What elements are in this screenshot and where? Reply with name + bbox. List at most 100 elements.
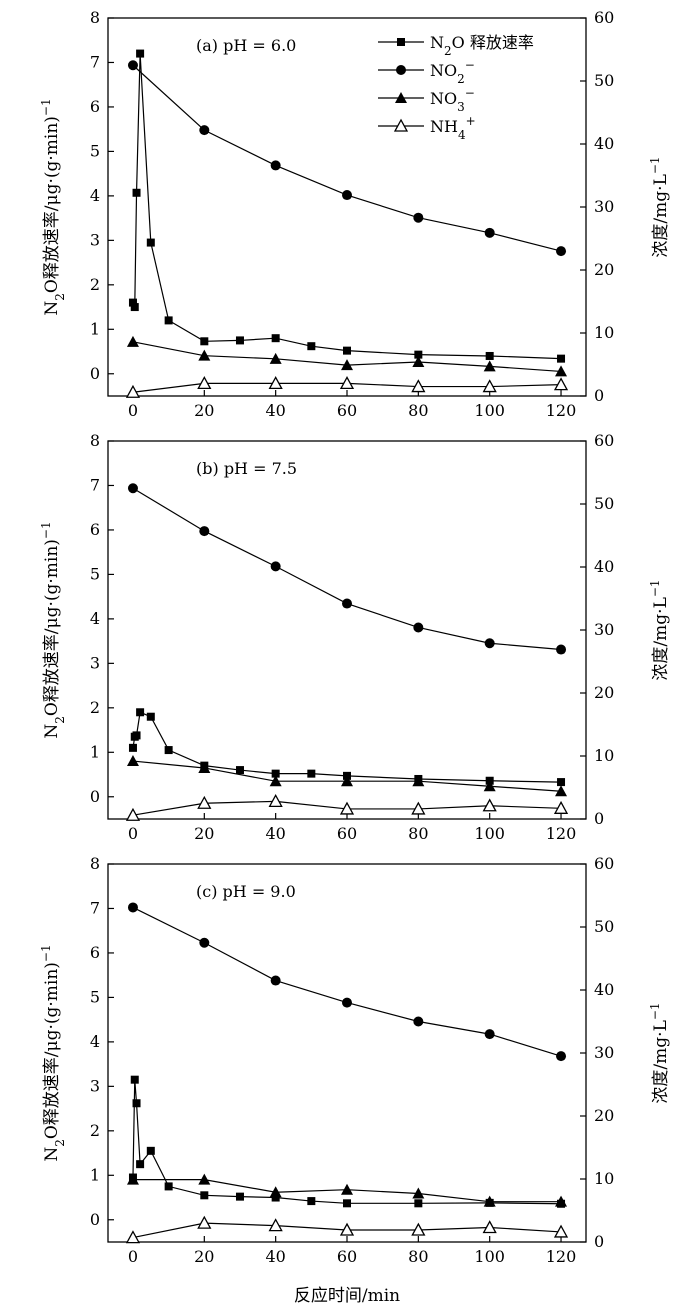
data-point-square: [164, 1182, 173, 1191]
data-point-triangle-open: [197, 376, 212, 390]
x-tick-label: 120: [546, 401, 577, 420]
data-point-square: [128, 743, 137, 752]
y-axis-left-title-part: 2: [53, 1139, 67, 1147]
x-tick-label: 100: [474, 824, 505, 843]
y-axis-left-title: N2O释放速率/μg·(g·min)−1: [39, 521, 67, 738]
y-right-tick-label: 50: [594, 494, 614, 513]
x-tick-label: 20: [194, 824, 214, 843]
data-point-triangle: [198, 349, 211, 361]
panel-title: (c) pH = 9.0: [196, 882, 296, 901]
panel-title: (a) pH = 6.0: [196, 36, 296, 55]
y-right-tick-label: 40: [594, 557, 614, 576]
data-point-triangle-open: [411, 801, 426, 815]
data-point-triangle-open: [482, 1220, 497, 1234]
x-tick-label: 0: [128, 401, 138, 420]
data-point-triangle: [412, 1187, 425, 1199]
data-point-triangle: [483, 780, 496, 792]
y-left-tick-label: 1: [90, 742, 100, 761]
y-axis-right-title-part: 浓度/mg·L: [651, 597, 671, 680]
series-line-0: [132, 711, 562, 783]
data-point-square: [164, 316, 173, 325]
legend-label-part: +: [466, 114, 476, 128]
y-left-tick-label: 7: [90, 475, 100, 494]
data-point-triangle-open: [339, 376, 355, 390]
legend-label-part: N: [430, 33, 444, 52]
y-left-tick-label: 3: [90, 1076, 100, 1095]
data-point-triangle-open: [197, 1215, 212, 1229]
data-point-triangle-open: [268, 794, 283, 808]
x-tick-label: 20: [194, 401, 214, 420]
data-point-square: [164, 746, 173, 755]
panel-title: (b) pH = 7.5: [196, 459, 297, 478]
y-left-tick-label: 3: [90, 653, 100, 672]
data-point-square: [271, 334, 280, 343]
y-axis-right-title-part: −1: [648, 1002, 662, 1020]
data-point-triangle-open: [125, 384, 141, 398]
y-axis-right-title-part: 浓度/mg·L: [651, 174, 671, 257]
y-right-tick-label: 40: [594, 980, 614, 999]
y-left-tick-label: 8: [90, 8, 100, 27]
y-right-tick-label: 60: [594, 8, 614, 27]
legend-label: N2O 释放速率: [430, 33, 534, 58]
legend-label: NO3−: [430, 86, 475, 114]
data-point-square: [271, 1193, 280, 1202]
data-point-triangle-open: [268, 1218, 283, 1232]
y-right-tick-label: 50: [594, 71, 614, 90]
data-point-triangle: [555, 1195, 568, 1207]
data-point-circle: [413, 1016, 424, 1027]
data-point-triangle: [341, 775, 353, 787]
y-left-tick-label: 6: [90, 520, 100, 539]
y-axis-left-title-part: 2: [53, 293, 67, 301]
x-tick-label: 120: [546, 1247, 577, 1266]
y-left-tick-label: 5: [90, 141, 100, 160]
x-tick-label: 80: [408, 1247, 428, 1266]
y-left-tick-label: 2: [90, 698, 100, 717]
y-axis-left-title-part: −1: [39, 521, 53, 539]
data-point-circle: [413, 212, 424, 223]
data-point-circle: [556, 1051, 567, 1062]
data-point-circle: [342, 190, 352, 201]
y-left-tick-label: 0: [90, 1210, 100, 1229]
legend-marker: [395, 92, 407, 103]
data-point-square: [235, 766, 244, 775]
data-point-circle: [484, 638, 495, 649]
data-point-square: [130, 1075, 139, 1084]
data-point-circle: [270, 561, 281, 572]
y-left-tick-label: 7: [90, 52, 100, 71]
y-left-tick-label: 0: [90, 787, 100, 806]
data-point-triangle: [269, 1186, 282, 1198]
x-tick-label: 0: [128, 1247, 138, 1266]
y-left-tick-label: 1: [90, 1165, 100, 1184]
data-point-square: [146, 238, 155, 247]
plot-frame: [107, 440, 587, 820]
x-tick-label: 20: [194, 1247, 214, 1266]
legend-label-part: 2: [444, 44, 452, 58]
legend-label-part: NO: [430, 89, 457, 108]
data-point-circle: [199, 526, 210, 537]
y-right-tick-label: 20: [594, 1106, 614, 1125]
y-right-tick-label: 30: [594, 620, 614, 639]
data-point-triangle-open: [339, 801, 355, 815]
series-line-1: [132, 64, 562, 252]
x-tick-label: 100: [474, 401, 505, 420]
series-line-0: [132, 1079, 562, 1205]
legend-label-part: 4: [458, 128, 466, 142]
data-point-triangle: [341, 1183, 353, 1195]
y-left-tick-label: 8: [90, 854, 100, 873]
y-left-tick-label: 8: [90, 431, 100, 450]
y-right-tick-label: 60: [594, 431, 614, 450]
data-point-square: [343, 346, 351, 355]
data-point-circle: [556, 246, 567, 257]
legend-label: NO2−: [430, 58, 475, 86]
y-left-tick-label: 3: [90, 230, 100, 249]
data-point-triangle: [412, 355, 425, 367]
data-point-triangle: [126, 1173, 139, 1185]
data-point-square: [307, 769, 316, 778]
y-left-tick-label: 4: [90, 1032, 100, 1051]
data-point-triangle: [126, 755, 139, 767]
data-point-square: [146, 712, 155, 721]
data-point-triangle-open: [553, 800, 569, 814]
x-tick-label: 40: [265, 401, 285, 420]
data-point-triangle-open: [411, 379, 426, 393]
